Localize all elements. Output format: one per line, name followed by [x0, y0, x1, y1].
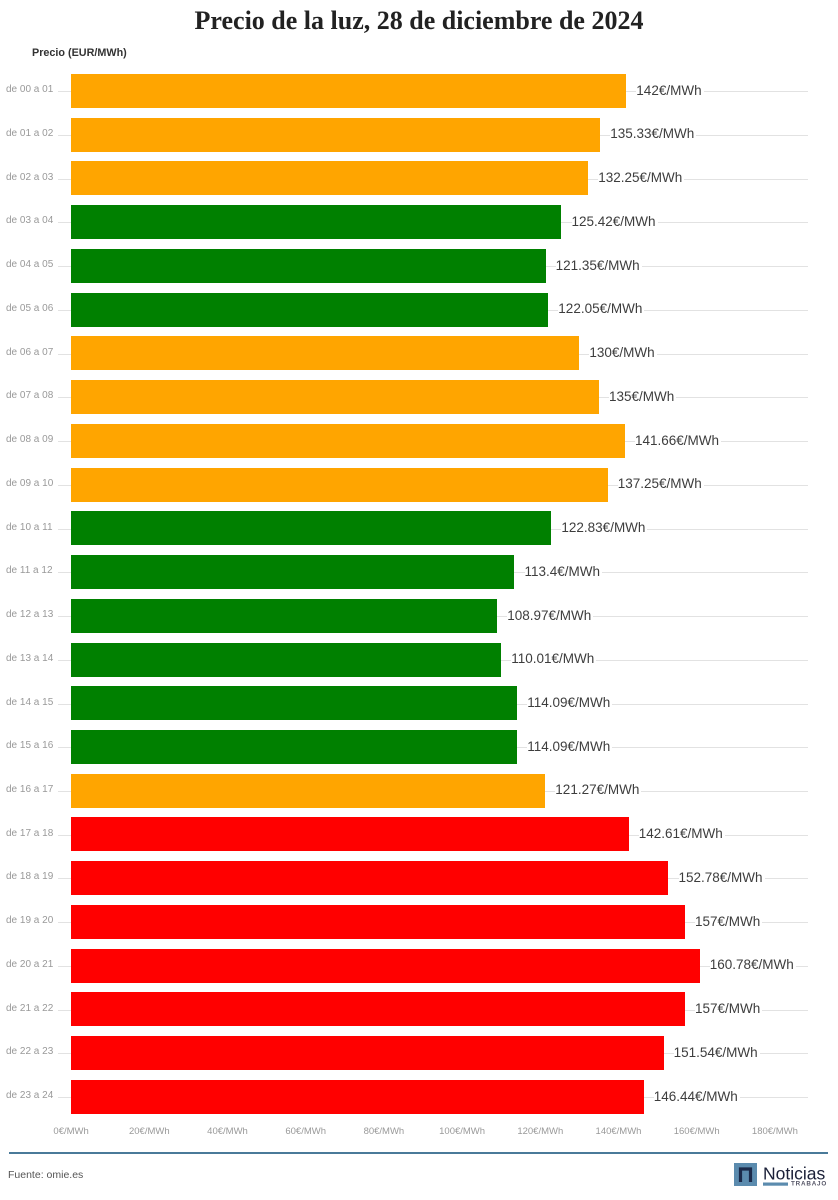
svg-text:TRABAJO: TRABAJO	[791, 1181, 827, 1187]
